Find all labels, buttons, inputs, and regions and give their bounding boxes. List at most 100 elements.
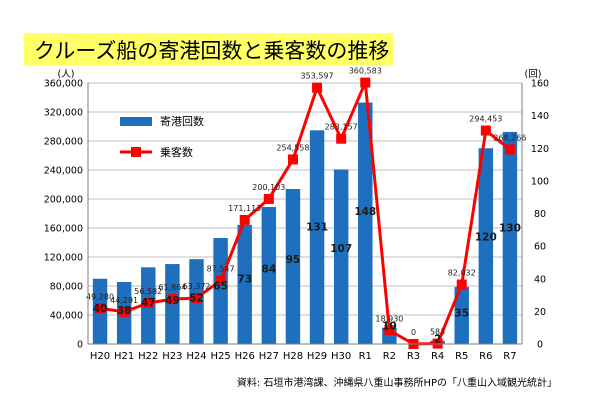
right-tick-label: 160 (531, 79, 549, 90)
line-value-label: 360,583 (349, 67, 382, 76)
left-tick-label: 200,000 (44, 195, 83, 206)
line-value-label: 82,032 (448, 269, 476, 278)
line-value-label: 18,930 (375, 314, 403, 323)
x-tick-label: H21 (114, 351, 134, 362)
bar-value-label: 131 (306, 221, 328, 233)
legend-bar-label: 寄港回数 (160, 114, 204, 128)
left-tick-label: 360,000 (44, 79, 83, 90)
x-tick-label: R5 (455, 351, 468, 362)
bar-value-label: 65 (213, 281, 228, 293)
line-value-label: 353,597 (301, 72, 334, 81)
legend-line-label: 乗客数 (160, 145, 193, 159)
x-tick-label: R4 (431, 351, 444, 362)
bar-value-label: 148 (354, 206, 376, 218)
line-value-label: 56,582 (134, 287, 162, 296)
line-value-label: 294,453 (469, 115, 502, 124)
bar-value-label: 130 (499, 222, 521, 234)
bar-value-label: 52 (189, 292, 204, 304)
left-tick-label: 40,000 (50, 311, 83, 322)
bar-value-label: 107 (330, 243, 352, 255)
line-marker (191, 293, 202, 304)
line-value-label: 268,266 (493, 134, 526, 143)
right-tick-label: 20 (534, 307, 546, 318)
line-value-label: 44,291 (110, 296, 138, 305)
left-tick-label: 80,000 (50, 282, 83, 293)
x-tick-label: R6 (479, 351, 492, 362)
x-tick-label: H27 (259, 351, 279, 362)
x-tick-label: R1 (359, 351, 372, 362)
gridlines (88, 82, 522, 345)
line-value-label: 87,547 (207, 265, 235, 274)
x-tick-label: H20 (90, 351, 110, 362)
bar-value-label: 35 (454, 308, 469, 320)
bar-value-label: 120 (475, 231, 497, 243)
line-value-label: 283,157 (325, 123, 358, 132)
bar-value-label: 49 (165, 295, 180, 307)
bar (502, 131, 518, 344)
right-tick-label: 140 (531, 111, 549, 122)
x-tick-label: H26 (235, 351, 255, 362)
bar-value-label: 38 (117, 305, 132, 317)
left-tick-label: 280,000 (44, 137, 83, 148)
x-tick-label: H22 (138, 351, 158, 362)
line-value-label: 583 (430, 328, 445, 337)
bar-value-label: 47 (141, 297, 156, 309)
bar (478, 148, 494, 344)
line-value-label: 61,864 (158, 283, 186, 292)
axes: 0 40,000 80,000 120,000 160,000 200,000 240,00… (44, 69, 549, 362)
x-tick-label: H24 (186, 351, 206, 362)
bar (309, 130, 325, 344)
line-value-label: 171,113 (228, 204, 261, 213)
left-tick-label: 0 (77, 340, 83, 351)
bar (454, 286, 469, 344)
left-tick-label: 120,000 (44, 253, 83, 264)
line-marker (239, 214, 250, 225)
left-axis-unit: (人) (58, 69, 75, 80)
bar (213, 237, 228, 344)
title-highlight (24, 33, 393, 65)
right-tick-label: 80 (534, 209, 546, 220)
line-marker (504, 144, 515, 155)
left-tick-label: 160,000 (44, 224, 83, 235)
bar-value-label: 95 (286, 254, 301, 266)
source-note: 資料: 石垣市港湾課、沖縄県八重山事務所HPの「八重山入域観光統計」 (236, 378, 557, 389)
bar-value-label: 40 (93, 303, 108, 315)
legend-bar-swatch (120, 117, 152, 126)
legend-line-marker (131, 147, 141, 157)
chart-title: クルーズ船の寄港回数と乗客数の推移 (34, 39, 390, 63)
line-marker (287, 154, 298, 165)
bar (333, 169, 349, 344)
right-tick-label: 100 (531, 176, 549, 187)
line-value-label: 0 (411, 328, 416, 337)
line-marker (263, 193, 274, 204)
x-tick-label: R3 (407, 351, 420, 362)
bar (237, 224, 252, 344)
x-tick-label: H25 (210, 351, 230, 362)
bar-value-label: 2 (434, 334, 441, 346)
line-value-label: 49,280 (86, 292, 114, 301)
right-axis-unit: (回) (525, 69, 542, 80)
right-tick-label: 120 (531, 144, 549, 155)
left-tick-label: 320,000 (44, 108, 83, 119)
right-tick-label: 60 (534, 242, 546, 253)
x-tick-label: R2 (383, 351, 396, 362)
x-tick-label: H28 (283, 351, 303, 362)
bar (261, 206, 277, 344)
line-marker (143, 297, 154, 308)
x-tick-label: R7 (503, 351, 516, 362)
line-marker (119, 306, 130, 317)
bar (358, 102, 373, 344)
right-tick-label: 40 (534, 274, 546, 285)
x-tick-label: H30 (331, 351, 351, 362)
left-tick-label: 240,000 (44, 166, 83, 177)
line-marker (312, 82, 323, 93)
line-marker (167, 294, 178, 305)
line-series (95, 77, 515, 349)
bar-value-label: 73 (237, 274, 252, 286)
line-marker (480, 125, 491, 136)
line-marker (336, 133, 347, 144)
line-marker (384, 325, 395, 336)
line-value-label: 254,558 (276, 143, 309, 152)
